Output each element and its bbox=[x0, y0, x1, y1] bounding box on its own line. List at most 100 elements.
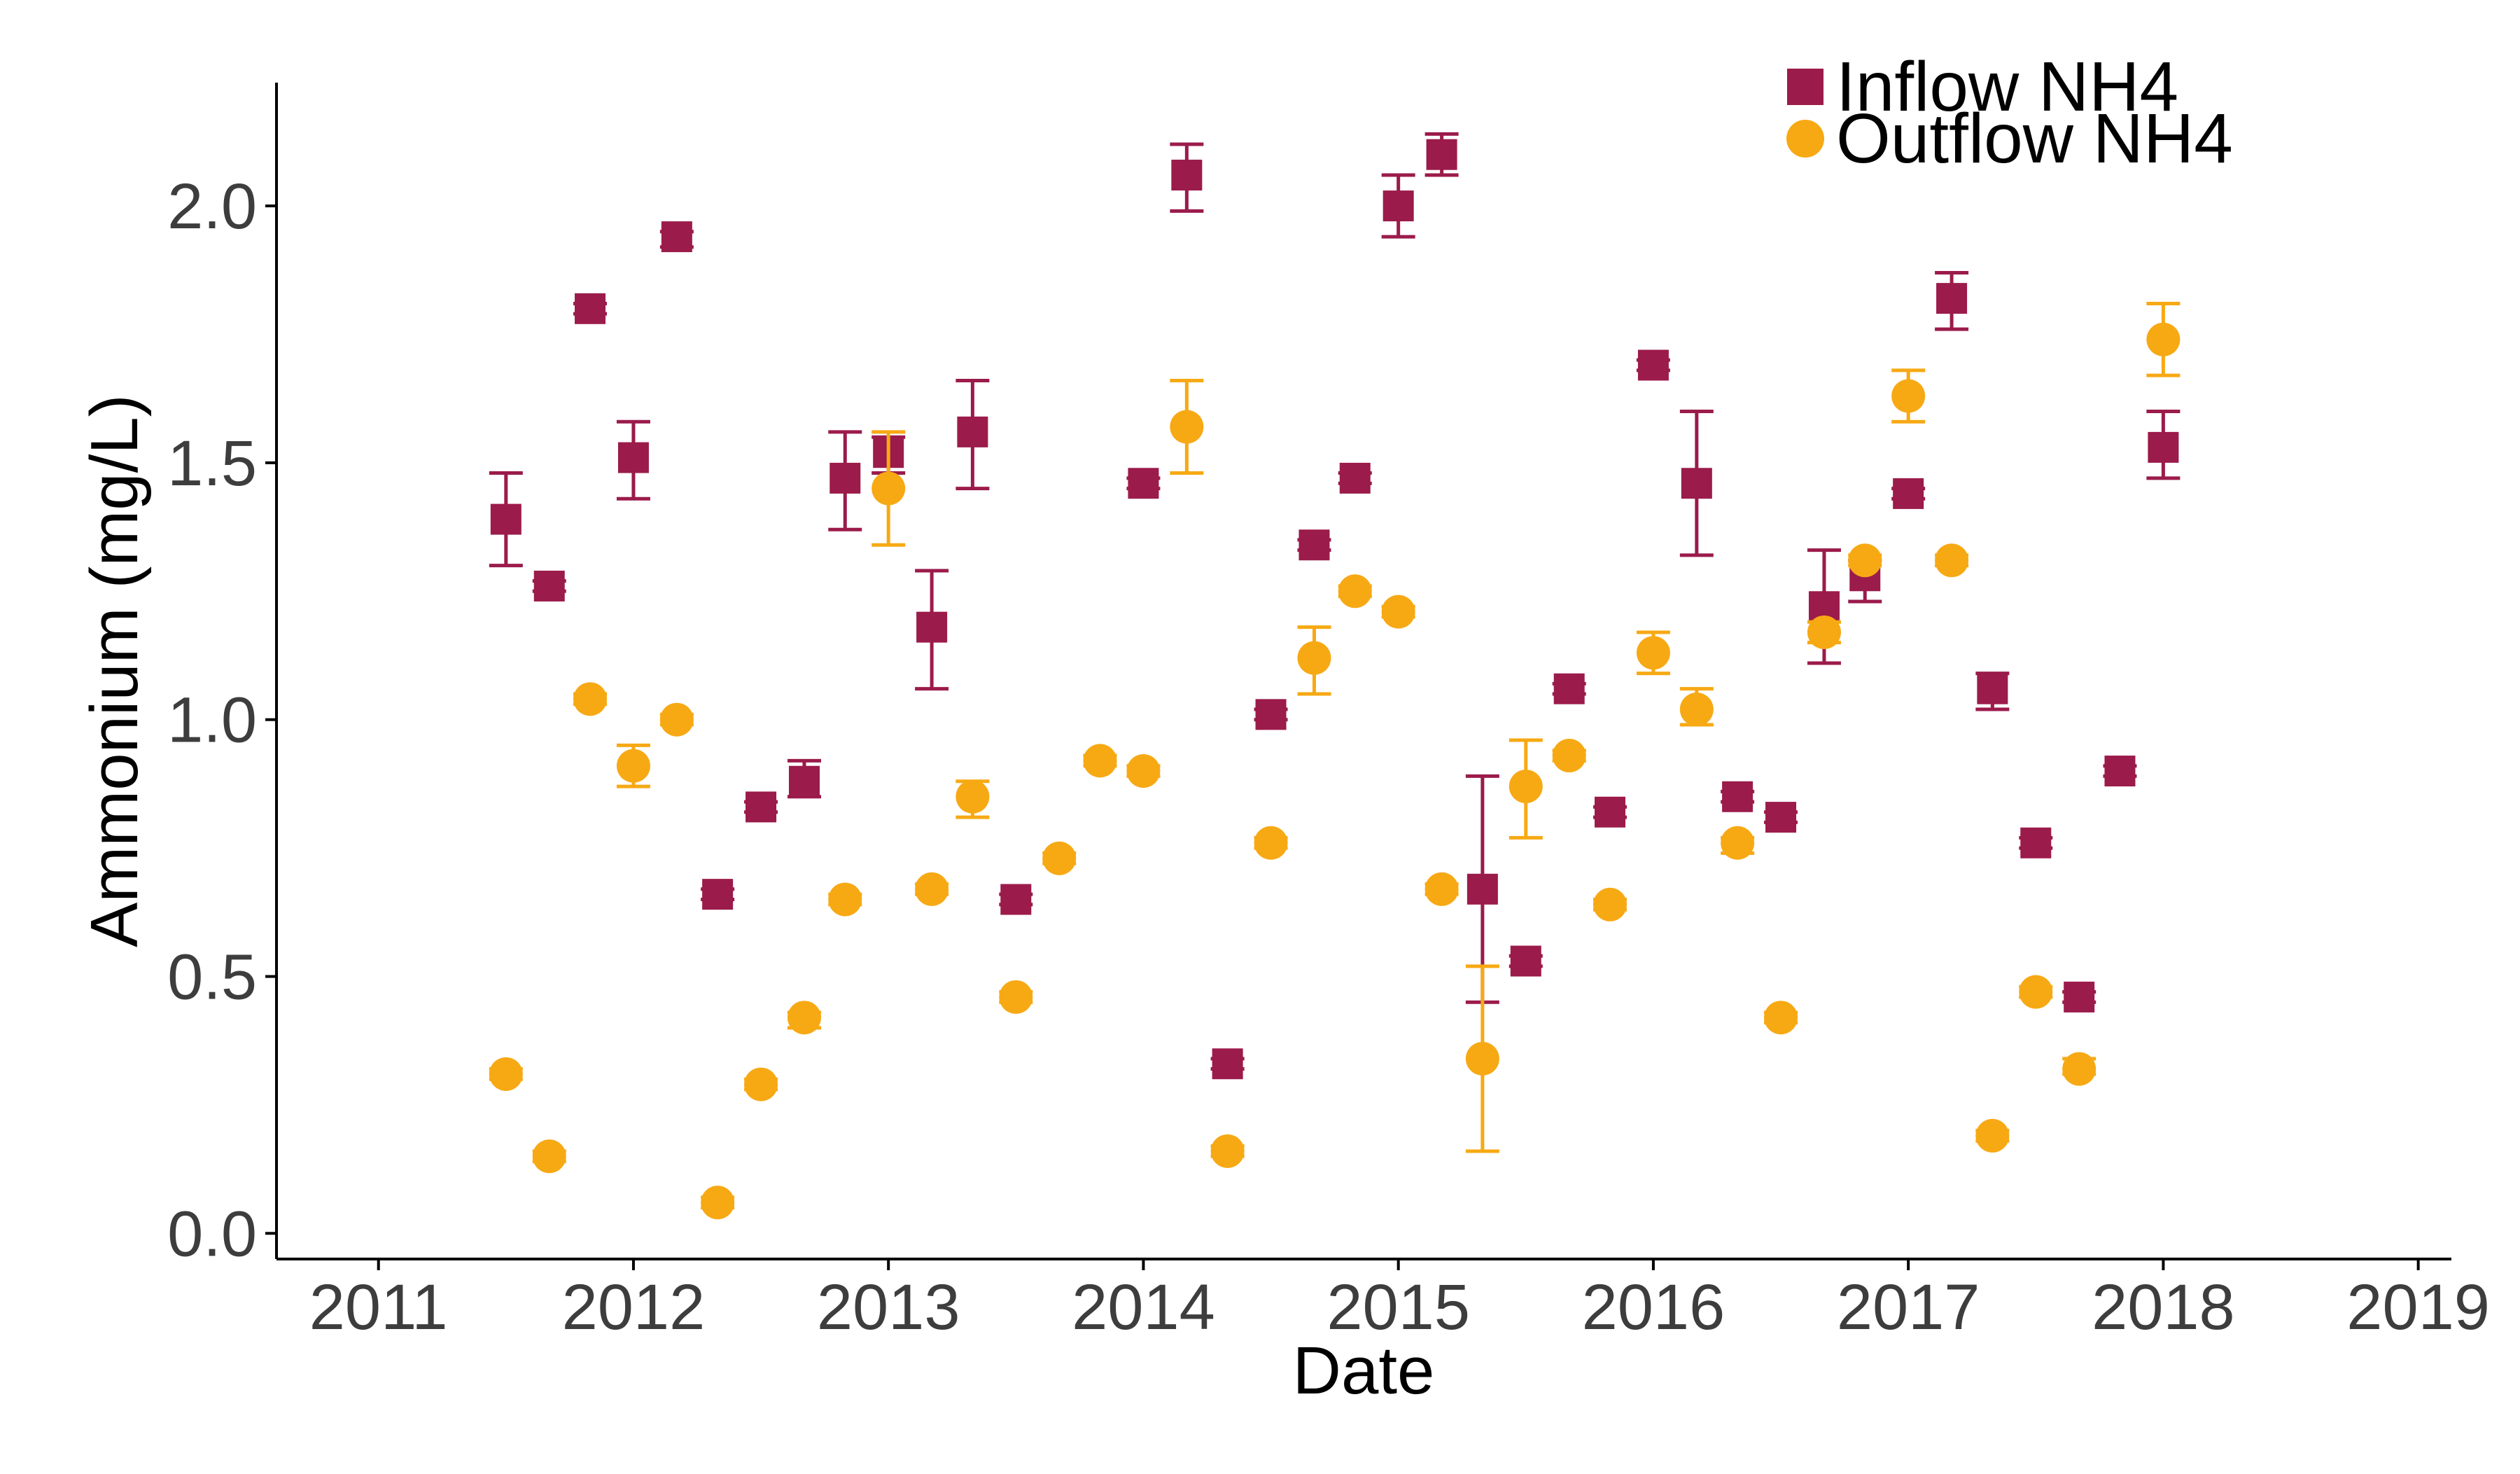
data-point-square bbox=[1681, 468, 1712, 499]
axes: 0.0 0.5 1.0 1.5 2.0 2011 2012 2013 2014 2015 2016… bbox=[167, 83, 2490, 1343]
data-point-square bbox=[661, 221, 692, 253]
data-point-circle bbox=[1338, 574, 1372, 609]
y-tick-label: 1.0 bbox=[167, 685, 257, 756]
legend-label-inflow: Inflow NH4 bbox=[1836, 48, 2178, 126]
data-point-circle bbox=[828, 882, 862, 917]
data-point-circle bbox=[1170, 410, 1204, 444]
data-point-circle bbox=[915, 872, 949, 906]
data-point-square bbox=[1553, 673, 1585, 704]
y-tick-label: 1.5 bbox=[167, 428, 257, 499]
data-point-square bbox=[1212, 1048, 1243, 1080]
x-axis-ticks: 2011 2012 2013 2014 2015 2016 2017 2018 2019 bbox=[309, 1259, 2490, 1343]
data-point-square bbox=[830, 462, 861, 494]
data-point-circle bbox=[1297, 641, 1331, 675]
data-point-circle bbox=[1465, 1041, 1499, 1076]
data-point-circle bbox=[1042, 841, 1077, 875]
x-tick-label: 2012 bbox=[562, 1272, 706, 1343]
y-tick-label: 0.0 bbox=[167, 1198, 257, 1270]
x-tick-label: 2018 bbox=[2092, 1272, 2235, 1343]
data-point-square bbox=[1298, 529, 1330, 561]
x-axis-title: Date bbox=[1293, 1333, 1435, 1408]
data-point-circle bbox=[573, 682, 608, 716]
data-point-square bbox=[916, 611, 948, 643]
x-tick-label: 2017 bbox=[1837, 1272, 1980, 1343]
data-point-circle bbox=[999, 980, 1033, 1014]
data-point-circle bbox=[1636, 636, 1670, 670]
data-point-circle bbox=[616, 749, 650, 783]
data-point-circle bbox=[1083, 744, 1117, 778]
data-point-circle bbox=[1975, 1118, 2010, 1153]
data-point-square bbox=[1765, 802, 1797, 833]
data-point-circle bbox=[1592, 887, 1627, 922]
data-point-circle bbox=[787, 1001, 821, 1035]
data-point-circle bbox=[1210, 1134, 1245, 1168]
legend-marker-outflow bbox=[1786, 120, 1824, 158]
data-point-square bbox=[1722, 781, 1754, 812]
data-point-square bbox=[1255, 699, 1287, 730]
data-point-square bbox=[1426, 139, 1457, 170]
data-point-square bbox=[617, 442, 649, 473]
data-point-square bbox=[490, 503, 522, 535]
series-outflow bbox=[489, 301, 2180, 1220]
data-point-square bbox=[702, 879, 734, 910]
data-point-circle bbox=[872, 471, 906, 506]
data-point-circle bbox=[955, 779, 990, 814]
legend: Inflow NH4 Outflow NH4 bbox=[1786, 48, 2233, 178]
data-point-square bbox=[1936, 283, 1968, 314]
data-series bbox=[489, 132, 2180, 1220]
data-point-square bbox=[1171, 160, 1203, 191]
series-inflow bbox=[489, 132, 2180, 1080]
legend-marker-inflow bbox=[1787, 69, 1823, 105]
data-point-circle bbox=[1721, 826, 1755, 860]
data-point-square bbox=[1128, 468, 1159, 499]
x-tick-label: 2014 bbox=[1072, 1272, 1215, 1343]
y-axis-title: Ammonium (mg/L) bbox=[77, 394, 152, 947]
legend-label-outflow: Outflow NH4 bbox=[1836, 99, 2233, 178]
data-point-square bbox=[1977, 673, 2008, 704]
data-point-circle bbox=[1508, 770, 1543, 804]
data-point-square bbox=[957, 416, 988, 447]
data-point-circle bbox=[1126, 754, 1161, 788]
data-point-circle bbox=[1935, 543, 1969, 578]
data-point-square bbox=[2148, 431, 2179, 463]
data-point-circle bbox=[532, 1139, 566, 1174]
data-point-circle bbox=[1679, 693, 1714, 727]
data-point-square bbox=[2064, 981, 2095, 1013]
data-point-circle bbox=[1254, 826, 1288, 860]
x-tick-label: 2016 bbox=[1582, 1272, 1726, 1343]
data-point-square bbox=[575, 293, 606, 324]
data-point-square bbox=[1893, 478, 1924, 509]
y-axis-ticks: 0.0 0.5 1.0 1.5 2.0 bbox=[167, 171, 276, 1270]
x-tick-label: 2019 bbox=[2346, 1272, 2490, 1343]
data-point-square bbox=[1466, 873, 1498, 905]
data-point-circle bbox=[701, 1186, 735, 1220]
data-point-square bbox=[788, 765, 820, 797]
data-point-square bbox=[1382, 190, 1414, 222]
y-tick-label: 2.0 bbox=[167, 171, 257, 242]
y-tick-label: 0.5 bbox=[167, 942, 257, 1013]
data-point-circle bbox=[659, 702, 694, 737]
data-point-circle bbox=[1764, 1001, 1798, 1035]
data-point-square bbox=[1510, 945, 1541, 977]
data-point-circle bbox=[1381, 595, 1415, 629]
x-tick-label: 2013 bbox=[817, 1272, 960, 1343]
data-point-circle bbox=[2062, 1052, 2096, 1086]
data-point-circle bbox=[489, 1057, 523, 1091]
data-point-square bbox=[2104, 756, 2136, 787]
data-point-circle bbox=[1848, 543, 1882, 578]
data-point-square bbox=[1637, 349, 1669, 381]
data-point-circle bbox=[744, 1067, 778, 1101]
data-point-circle bbox=[1552, 739, 1586, 773]
data-point-square bbox=[2020, 827, 2052, 858]
data-point-square bbox=[746, 791, 777, 823]
data-point-square bbox=[533, 570, 565, 602]
data-point-square bbox=[1000, 884, 1032, 915]
x-tick-label: 2011 bbox=[309, 1272, 448, 1343]
data-point-square bbox=[1594, 796, 1625, 828]
data-point-square bbox=[1339, 462, 1371, 494]
data-point-circle bbox=[1807, 615, 1841, 649]
data-point-circle bbox=[1891, 379, 1926, 413]
x-tick-label: 2015 bbox=[1326, 1272, 1470, 1343]
